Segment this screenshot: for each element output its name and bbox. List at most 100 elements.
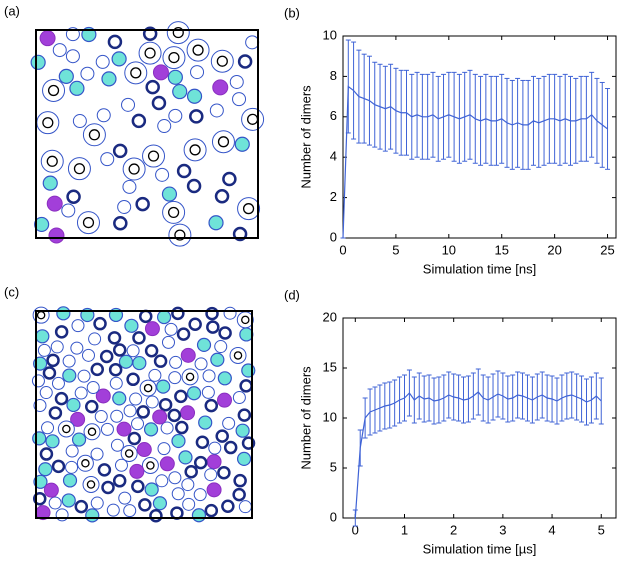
particle xyxy=(206,482,222,498)
particle xyxy=(152,496,168,511)
particle xyxy=(123,504,137,518)
particle xyxy=(212,79,229,96)
particle xyxy=(214,340,228,354)
particle xyxy=(116,421,132,437)
y-axis-label: Number of dimers xyxy=(298,85,313,189)
particle xyxy=(160,421,174,435)
x-tick-label: 5 xyxy=(598,522,605,537)
particle xyxy=(232,92,247,107)
particle xyxy=(193,488,207,502)
particle xyxy=(236,451,252,466)
particle xyxy=(127,431,142,446)
particle xyxy=(204,468,218,482)
particle xyxy=(90,447,104,461)
particle xyxy=(186,386,202,401)
particle xyxy=(138,498,152,512)
y-tick-label: 15 xyxy=(323,359,337,374)
particle xyxy=(124,318,139,333)
particle xyxy=(178,450,193,465)
particle xyxy=(223,306,237,320)
x-tick-label: 0 xyxy=(352,522,359,537)
particle-core xyxy=(146,461,155,470)
particle xyxy=(184,464,198,479)
particle xyxy=(237,54,253,69)
particle xyxy=(77,369,91,383)
particle xyxy=(202,369,216,383)
particle-core xyxy=(124,449,134,458)
particle xyxy=(232,390,246,404)
particle xyxy=(222,416,236,430)
particle xyxy=(65,444,79,458)
x-tick-label: 2 xyxy=(450,522,457,537)
particle xyxy=(168,108,183,123)
plot-frame xyxy=(342,317,617,519)
particle xyxy=(217,465,231,480)
particle xyxy=(172,83,188,100)
particle xyxy=(74,386,88,400)
particle xyxy=(180,405,196,421)
particle-core xyxy=(185,372,195,382)
particle xyxy=(39,30,56,47)
particle-core xyxy=(189,144,201,156)
particle xyxy=(112,343,127,357)
x-tick-label: 15 xyxy=(494,242,508,257)
particle xyxy=(34,216,50,233)
particle xyxy=(210,352,225,367)
particle xyxy=(65,460,79,474)
particle-core xyxy=(217,136,230,148)
particle xyxy=(145,79,160,95)
snapshot-box xyxy=(35,29,259,239)
particle xyxy=(181,478,195,492)
particle xyxy=(107,331,122,345)
y-tick-label: 6 xyxy=(330,108,337,123)
particle xyxy=(155,474,169,488)
particle xyxy=(108,362,123,377)
particle xyxy=(43,482,59,498)
particle xyxy=(112,143,128,159)
particle xyxy=(168,371,182,385)
particle xyxy=(206,320,220,334)
particle xyxy=(145,395,159,409)
snapshot-a xyxy=(30,21,265,247)
particle xyxy=(110,409,124,423)
particle xyxy=(186,88,203,104)
particle xyxy=(223,440,238,455)
particle xyxy=(96,108,111,123)
particle xyxy=(201,385,215,399)
particle xyxy=(204,398,219,413)
particle xyxy=(107,34,123,50)
y-tick-label: 2 xyxy=(330,189,337,204)
particle xyxy=(143,422,159,437)
particle xyxy=(90,362,104,377)
x-tick-label: 10 xyxy=(442,242,456,257)
particle xyxy=(168,471,182,485)
particle xyxy=(61,203,76,218)
particle xyxy=(54,391,69,406)
particle xyxy=(41,421,55,435)
particle xyxy=(136,405,150,419)
plot-frame xyxy=(342,35,617,239)
particle xyxy=(126,372,140,387)
particle xyxy=(100,152,115,167)
particle-core xyxy=(88,129,101,141)
particle xyxy=(65,49,80,64)
particle xyxy=(48,227,65,244)
particle xyxy=(216,392,232,408)
x-tick-label: 4 xyxy=(548,522,555,537)
particle xyxy=(58,68,74,84)
panel-label: (d) xyxy=(284,287,300,302)
particle xyxy=(55,508,69,522)
particle-core xyxy=(46,155,58,167)
particle xyxy=(61,493,76,508)
particle xyxy=(209,103,224,118)
particle xyxy=(156,309,172,325)
particle xyxy=(54,325,69,339)
particle xyxy=(106,503,120,517)
particle xyxy=(70,411,86,427)
particle-core xyxy=(168,51,180,64)
x-tick-label: 1 xyxy=(401,522,408,537)
particle xyxy=(208,215,224,231)
particle xyxy=(171,433,186,449)
particle xyxy=(161,186,178,202)
